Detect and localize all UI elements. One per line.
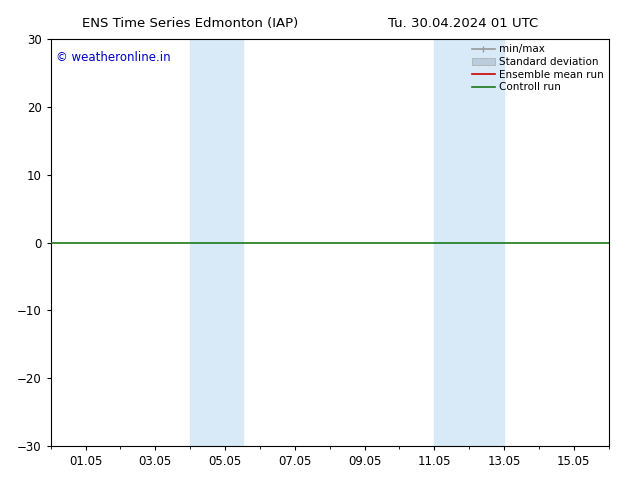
Text: Tu. 30.04.2024 01 UTC: Tu. 30.04.2024 01 UTC [388,17,538,30]
Bar [190,39,242,446]
Text: © weatheronline.in: © weatheronline.in [56,51,171,64]
Legend: min/max, Standard deviation, Ensemble mean run, Controll run: min/max, Standard deviation, Ensemble me… [470,42,605,94]
Bar [434,39,504,446]
Text: ENS Time Series Edmonton (IAP): ENS Time Series Edmonton (IAP) [82,17,299,30]
